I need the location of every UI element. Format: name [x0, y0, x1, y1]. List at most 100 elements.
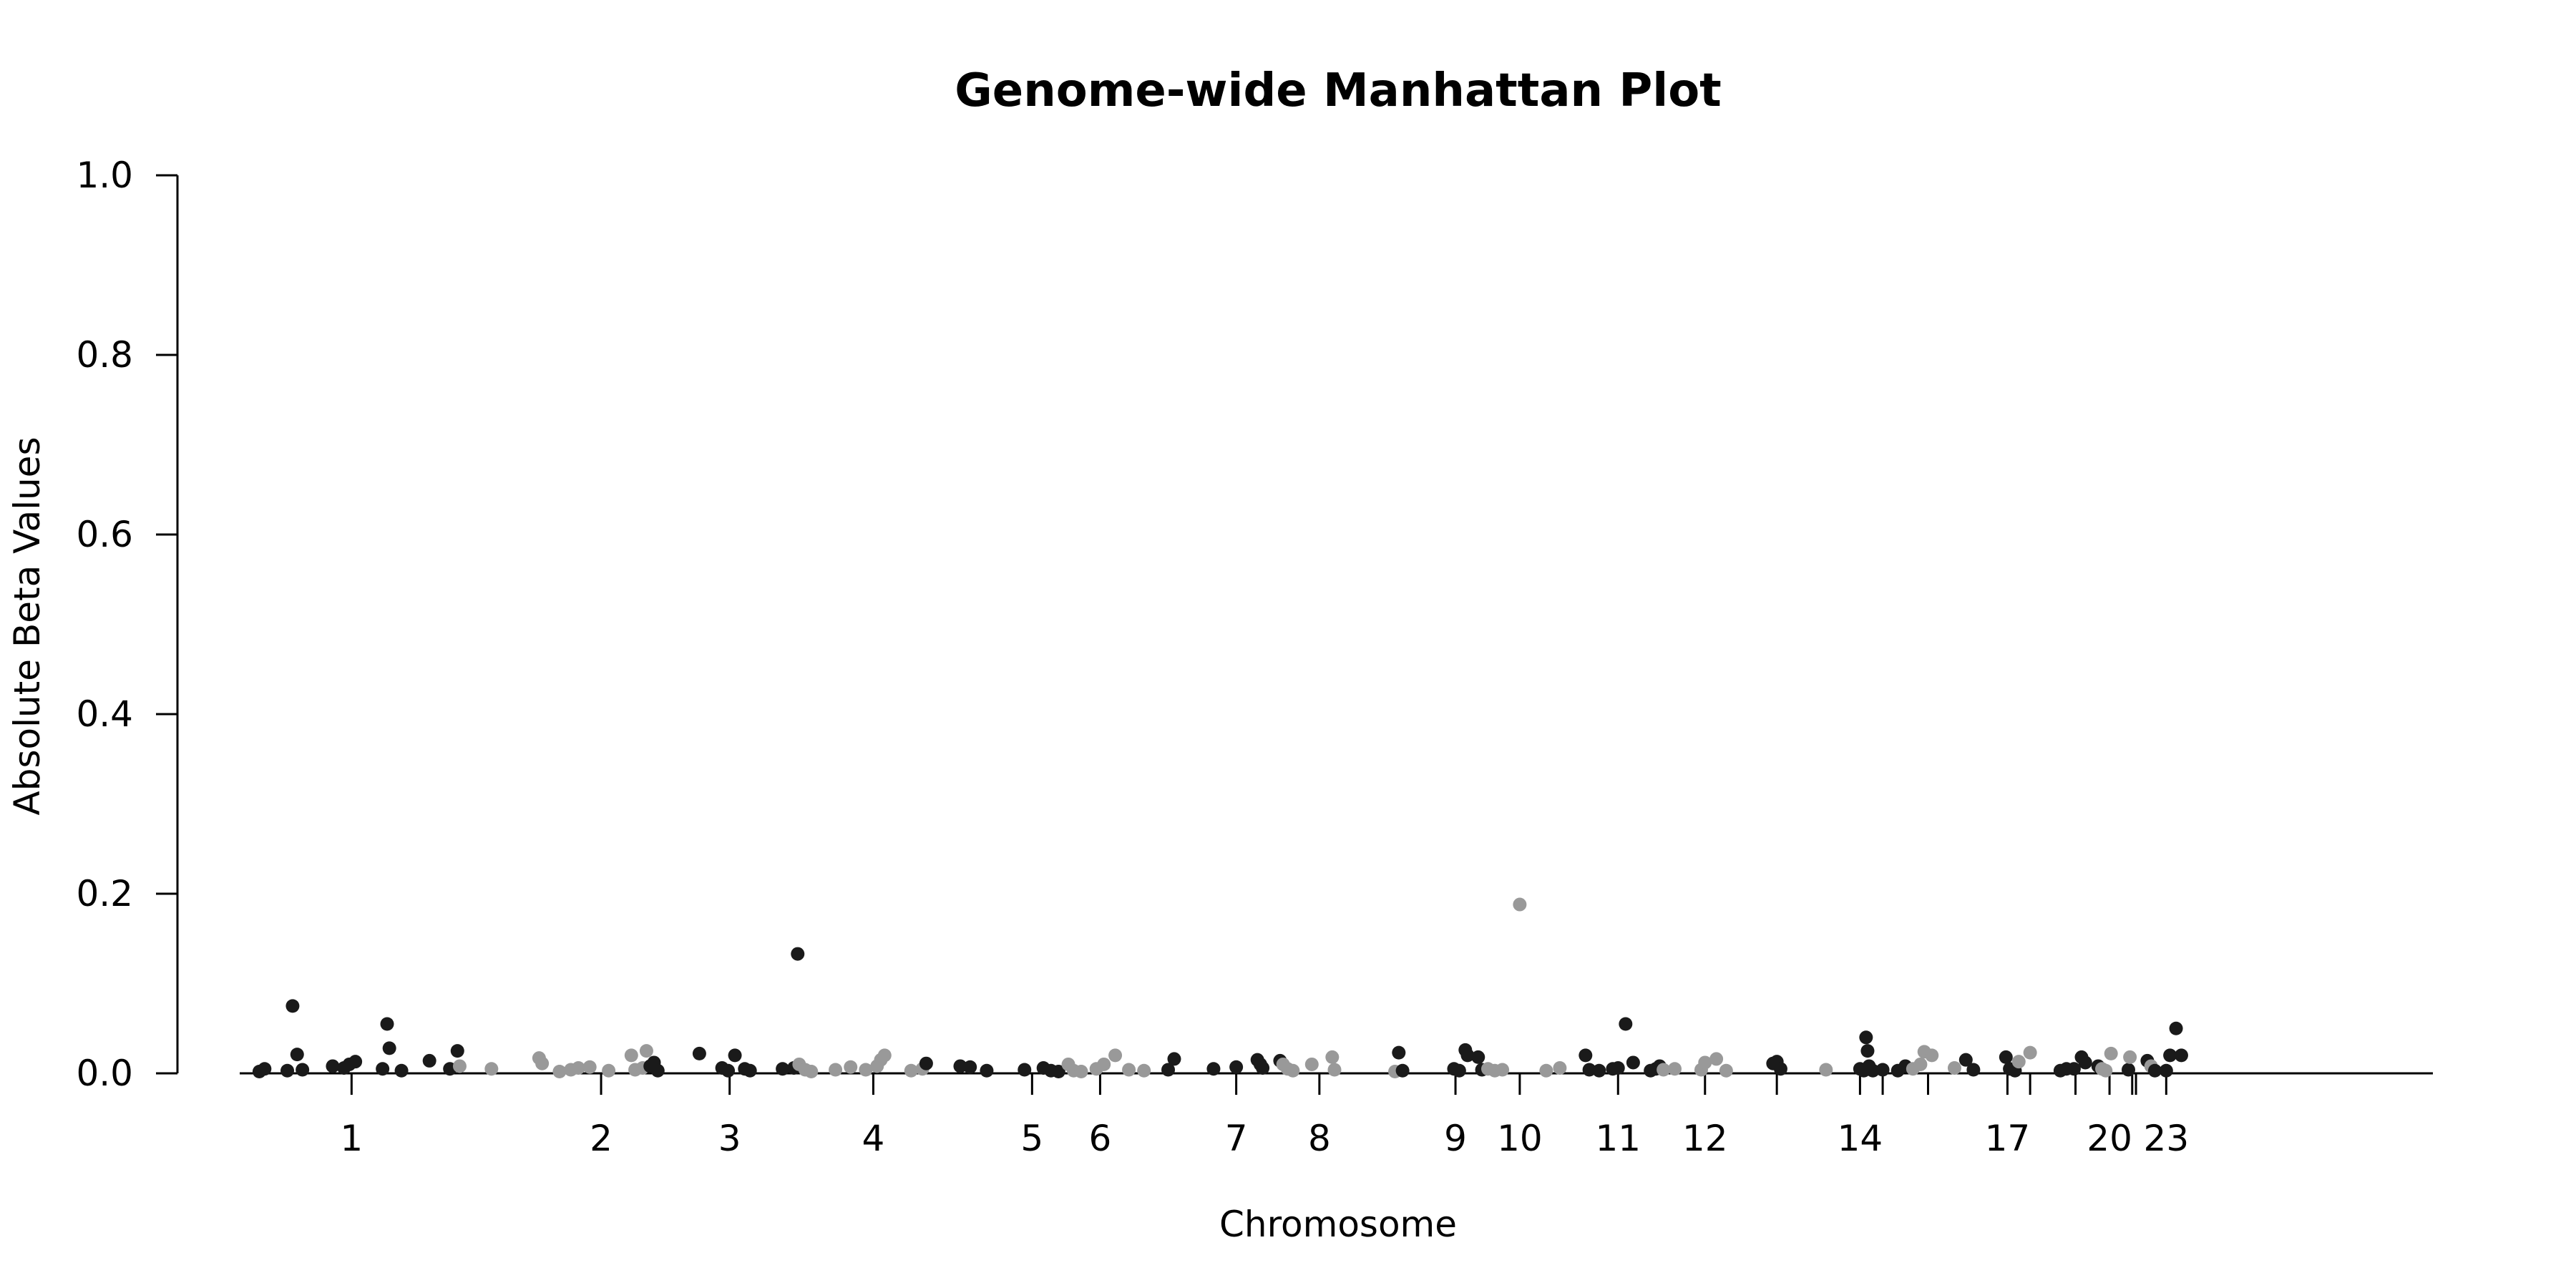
data-point [980, 1063, 994, 1078]
data-point [450, 1044, 464, 1058]
data-point [1496, 1063, 1510, 1077]
data-point [804, 1064, 819, 1078]
x-tick-label: 8 [1308, 1118, 1331, 1159]
data-point [743, 1063, 757, 1078]
data-point [280, 1063, 295, 1078]
data-point [1875, 1063, 1890, 1077]
data-point [692, 1046, 706, 1060]
data-point [452, 1059, 467, 1073]
data-point [1229, 1060, 1244, 1074]
data-point [2159, 1063, 2173, 1078]
data-point [290, 1048, 304, 1062]
data-point [1471, 1050, 1485, 1064]
data-point [1256, 1060, 1270, 1075]
data-point [650, 1063, 665, 1078]
y-tick-label: 0.2 [76, 873, 133, 914]
data-point [844, 1060, 858, 1074]
data-point [1395, 1063, 1410, 1078]
data-point [1865, 1063, 1880, 1078]
data-point [1913, 1057, 1928, 1071]
data-point [1452, 1063, 1466, 1078]
data-point [1698, 1055, 1712, 1070]
data-point [639, 1044, 653, 1058]
x-tick-label: 11 [1595, 1118, 1641, 1159]
y-tick-label: 0.0 [76, 1053, 133, 1094]
data-point [2078, 1055, 2092, 1070]
data-point [1860, 1044, 1875, 1058]
x-tick-label: 5 [1020, 1118, 1043, 1159]
x-tick-label: 20 [2087, 1118, 2132, 1159]
data-point [552, 1064, 567, 1078]
data-point [1460, 1048, 1475, 1063]
x-tick-label: 9 [1444, 1118, 1467, 1159]
data-point [2174, 1048, 2188, 1063]
data-point [1286, 1063, 1300, 1078]
data-point [1018, 1063, 1032, 1077]
data-point [394, 1063, 409, 1078]
data-point [1074, 1064, 1088, 1078]
x-tick-label: 23 [2144, 1118, 2190, 1159]
data-point [382, 1041, 396, 1055]
data-points [252, 897, 2188, 1078]
data-point [380, 1017, 394, 1031]
x-tick-label: 10 [1497, 1118, 1543, 1159]
data-point [1122, 1063, 1136, 1077]
data-point [1657, 1063, 1671, 1077]
data-point [2067, 1062, 2081, 1076]
y-tick-label: 1.0 [76, 155, 133, 196]
data-point [1626, 1055, 1640, 1070]
data-point [1137, 1063, 1151, 1078]
data-point [953, 1059, 967, 1073]
data-point [859, 1063, 873, 1077]
data-point [1619, 1017, 1633, 1031]
x-tick-label: 1 [340, 1118, 363, 1159]
data-point [326, 1059, 340, 1073]
data-point [571, 1060, 585, 1075]
data-point [1773, 1062, 1787, 1076]
data-point [1999, 1050, 2013, 1064]
x-tick-label: 7 [1225, 1118, 1248, 1159]
data-point [728, 1048, 742, 1063]
y-tick-label: 0.4 [76, 693, 133, 735]
data-point [1709, 1052, 1724, 1066]
data-point [1579, 1048, 1593, 1063]
data-point [2011, 1055, 2026, 1069]
data-point [2163, 1048, 2177, 1063]
data-point [296, 1063, 310, 1077]
data-point [1325, 1050, 1340, 1064]
x-tick-label: 6 [1089, 1118, 1112, 1159]
data-point [602, 1063, 616, 1078]
y-tick-label: 0.8 [76, 334, 133, 376]
data-point [2023, 1045, 2037, 1060]
data-point [484, 1062, 499, 1076]
data-point [286, 999, 300, 1013]
x-tick-label: 17 [1985, 1118, 2031, 1159]
x-tick-label: 2 [590, 1118, 613, 1159]
data-point [1819, 1063, 1833, 1077]
data-point [582, 1060, 597, 1074]
data-point [791, 947, 805, 961]
x-tick-label: 14 [1838, 1118, 1883, 1159]
data-point [1553, 1060, 1567, 1075]
data-point [721, 1063, 736, 1078]
data-point [422, 1053, 436, 1068]
data-point [535, 1056, 550, 1070]
data-point [258, 1062, 272, 1076]
data-point [2169, 1021, 2183, 1035]
data-point [376, 1062, 390, 1076]
data-point [963, 1060, 977, 1074]
data-point [1513, 897, 1527, 912]
data-point [1304, 1057, 1319, 1071]
data-point [1539, 1063, 1553, 1078]
data-point [919, 1056, 933, 1070]
x-axis: 1 2 3 4 5 6 7 8 9 10 11 12 14 17 20 23 [240, 1072, 2433, 1159]
data-point [2122, 1063, 2135, 1077]
data-point [2147, 1063, 2162, 1078]
chart-title: Genome-wide Manhattan Plot [955, 64, 1722, 117]
data-point [1392, 1045, 1406, 1060]
data-point [1966, 1063, 1981, 1077]
data-point [1668, 1062, 1682, 1076]
data-point [1582, 1063, 1596, 1077]
data-point [2123, 1050, 2137, 1064]
data-point [1958, 1053, 1973, 1067]
